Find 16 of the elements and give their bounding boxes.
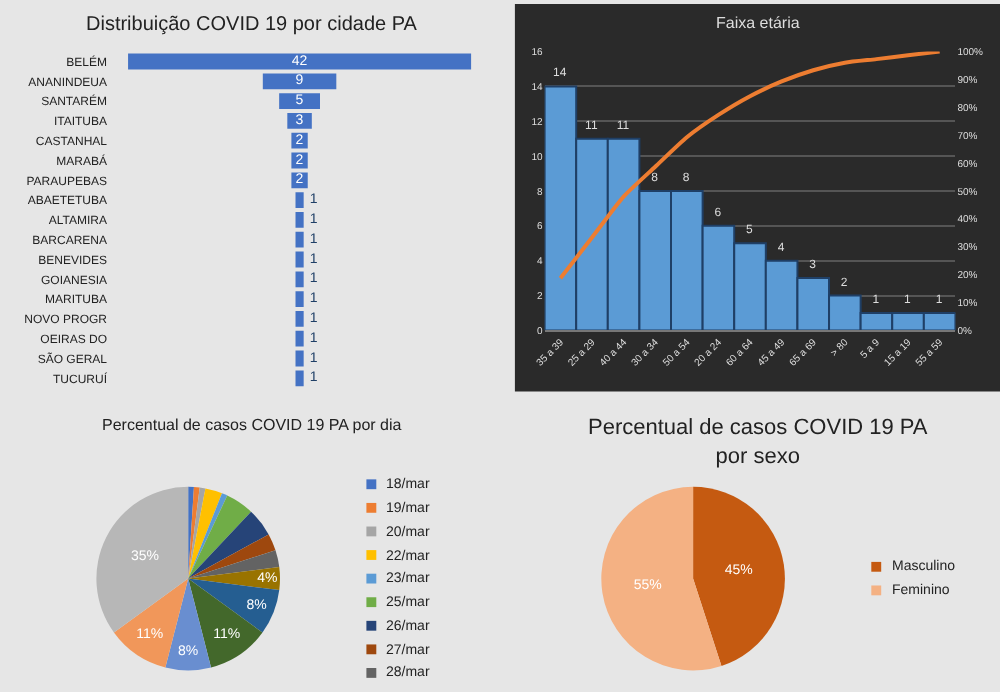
pie-slice bbox=[188, 495, 252, 579]
pie-slice bbox=[165, 578, 212, 671]
pie-slice bbox=[188, 486, 194, 579]
chart-title: Faixa etária bbox=[716, 14, 801, 32]
pie-slice bbox=[188, 493, 228, 579]
pie-slice bbox=[601, 486, 722, 671]
chart-title: Percentual de casos COVID 19 PA por dia bbox=[102, 416, 403, 434]
text: Distribuição COVID 19 por cidade PA bbox=[86, 14, 418, 36]
pie-slice bbox=[188, 488, 222, 579]
pie-slice bbox=[188, 487, 206, 579]
pie-slice bbox=[188, 534, 276, 579]
pie-slice bbox=[188, 550, 280, 579]
pie-slice bbox=[188, 486, 200, 579]
line-series bbox=[558, 51, 942, 281]
chart-title: Percentual de casos COVID 19 PA por sexo bbox=[588, 416, 929, 469]
pie-slice bbox=[693, 486, 785, 666]
